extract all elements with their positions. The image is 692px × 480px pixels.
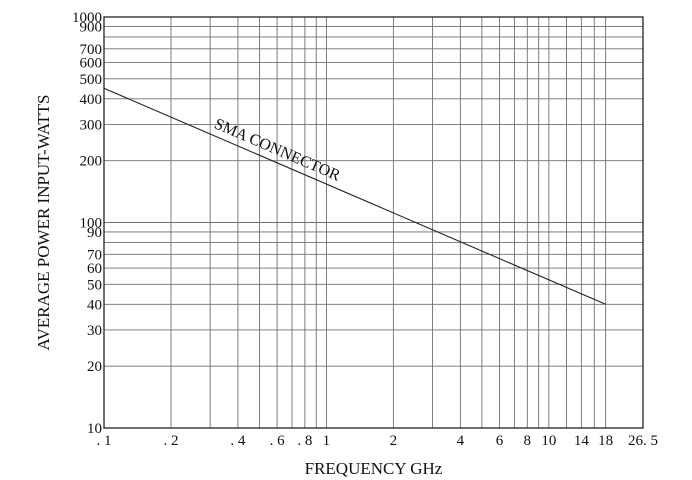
series-line: [103, 87, 606, 305]
y-tick-label: 1000: [72, 10, 102, 26]
y-tick-label: 200: [80, 154, 103, 170]
x-tick-label: 4: [457, 433, 465, 449]
y-tick-label: 900: [80, 19, 103, 35]
y-tick-label: 50: [87, 277, 102, 293]
y-tick-label: 400: [80, 92, 103, 108]
y-axis-title: AVERAGE POWER INPUT-WATTS: [34, 95, 53, 351]
y-tick-label: 300: [80, 117, 103, 133]
x-tick-label: . 4: [230, 433, 246, 449]
x-tick-label: 18: [598, 433, 613, 449]
x-tick-labels: . 1 . 2 . 4 . 6 . 8 1 2 4 6 8 10 14 18 26. 5: [97, 433, 659, 449]
x-tick-label: 14: [574, 433, 590, 449]
plot-frame: [103, 16, 644, 429]
x-tick-label: 1: [323, 433, 331, 449]
x-tick-label: . 8: [297, 433, 312, 449]
y-tick-label: 70: [87, 247, 102, 263]
y-tick-label: 40: [87, 297, 102, 313]
series-layer: [103, 87, 606, 305]
x-tick-label: 26. 5: [628, 433, 658, 449]
y-tick-label: 20: [87, 359, 102, 375]
x-axis-title: FREQUENCY GHz: [305, 459, 443, 478]
y-tick-label: 100: [80, 216, 103, 232]
y-tick-label: 30: [87, 323, 102, 339]
x-tick-label: 6: [496, 433, 504, 449]
y-tick-label: 10: [87, 421, 102, 437]
x-tick-label: . 6: [270, 433, 286, 449]
y-tick-label: 90: [87, 225, 102, 241]
grid-layer: [103, 16, 644, 429]
x-tick-label: 10: [541, 433, 556, 449]
x-tick-label: 2: [390, 433, 398, 449]
y-tick-label: 500: [80, 72, 103, 88]
y-tick-label: 700: [80, 42, 103, 58]
x-tick-label: . 1: [97, 433, 112, 449]
x-tick-label: 8: [524, 433, 532, 449]
x-tick-label: . 2: [163, 433, 178, 449]
y-tick-label: 60: [87, 261, 102, 277]
y-tick-label: 600: [80, 56, 103, 72]
